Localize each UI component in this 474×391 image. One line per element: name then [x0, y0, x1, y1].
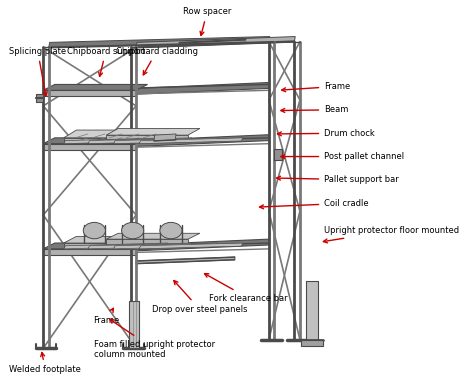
Text: Post pallet channel: Post pallet channel: [281, 152, 404, 161]
Polygon shape: [129, 301, 139, 348]
Polygon shape: [36, 94, 43, 102]
Polygon shape: [43, 138, 147, 143]
Text: Row spacer: Row spacer: [183, 7, 231, 36]
Polygon shape: [88, 138, 192, 143]
Polygon shape: [136, 239, 269, 251]
Text: Coil cradle: Coil cradle: [260, 199, 369, 209]
Ellipse shape: [121, 222, 144, 239]
Text: Splicing plate: Splicing plate: [9, 47, 66, 96]
Text: Drop over steel panels: Drop over steel panels: [152, 280, 247, 314]
Text: Welded footplate: Welded footplate: [9, 352, 81, 374]
Polygon shape: [113, 138, 218, 143]
Polygon shape: [113, 243, 218, 249]
Polygon shape: [43, 249, 136, 255]
Polygon shape: [139, 138, 243, 143]
Text: Chipboard cladding: Chipboard cladding: [116, 47, 198, 75]
Polygon shape: [64, 237, 163, 243]
Polygon shape: [106, 239, 188, 245]
Polygon shape: [106, 135, 188, 139]
Text: Pallet support bar: Pallet support bar: [277, 176, 399, 185]
Polygon shape: [136, 257, 235, 264]
Polygon shape: [136, 135, 269, 146]
Text: Foam filled upright protector
column mounted: Foam filled upright protector column mou…: [94, 319, 216, 359]
Polygon shape: [106, 233, 200, 239]
Polygon shape: [88, 243, 192, 249]
Polygon shape: [64, 243, 150, 249]
Polygon shape: [106, 129, 200, 135]
Polygon shape: [64, 138, 150, 142]
Polygon shape: [136, 83, 269, 94]
Polygon shape: [43, 84, 147, 90]
Text: Chipboard support: Chipboard support: [67, 47, 145, 76]
Polygon shape: [43, 243, 147, 249]
Text: Drum chock: Drum chock: [277, 129, 375, 138]
Polygon shape: [43, 143, 136, 149]
Polygon shape: [139, 243, 243, 249]
Polygon shape: [154, 134, 176, 141]
Polygon shape: [136, 36, 295, 47]
Polygon shape: [64, 130, 163, 138]
Text: Frame: Frame: [282, 82, 350, 92]
Text: Fork clearance bar: Fork clearance bar: [204, 274, 288, 303]
Text: Beam: Beam: [281, 105, 348, 114]
Polygon shape: [64, 138, 167, 143]
Polygon shape: [306, 281, 318, 340]
Polygon shape: [274, 149, 282, 160]
Ellipse shape: [160, 222, 182, 239]
Ellipse shape: [83, 222, 105, 239]
Polygon shape: [43, 90, 136, 96]
Text: Frame: Frame: [93, 308, 119, 325]
Polygon shape: [49, 36, 270, 47]
Polygon shape: [64, 243, 167, 249]
Polygon shape: [301, 340, 323, 346]
Text: Upright protector floor mounted: Upright protector floor mounted: [323, 226, 459, 243]
